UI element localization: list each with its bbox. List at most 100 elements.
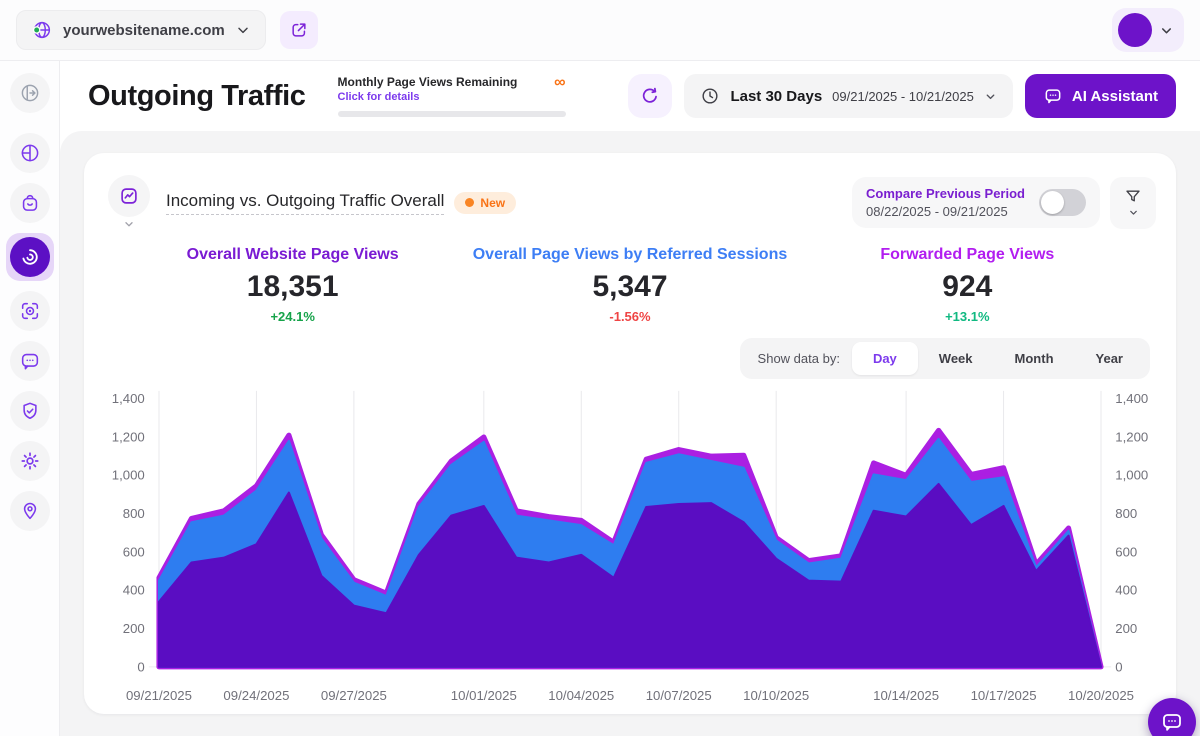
chat-bubble-icon — [19, 350, 41, 372]
svg-text:600: 600 — [123, 545, 145, 560]
website-selector[interactable]: yourwebsitename.com — [16, 10, 266, 50]
compare-label: Compare Previous Period — [866, 186, 1025, 201]
show-data-by-label: Show data by: — [757, 351, 840, 366]
stat-referred-sessions: Overall Page Views by Referred Sessions … — [472, 246, 788, 324]
svg-text:10/04/2025: 10/04/2025 — [548, 688, 614, 703]
tab-month[interactable]: Month — [1014, 351, 1054, 366]
infinity-icon: ∞ — [554, 73, 566, 91]
svg-text:09/24/2025: 09/24/2025 — [223, 688, 289, 703]
content-area: Incoming vs. Outgoing Traffic Overall Ne… — [60, 131, 1200, 736]
shield-check-icon — [19, 400, 41, 422]
compare-previous-period: Compare Previous Period 08/22/2025 - 09/… — [852, 177, 1100, 228]
chevron-down-icon — [984, 90, 997, 103]
svg-text:800: 800 — [1115, 506, 1137, 521]
sidebar-item-locations[interactable] — [9, 491, 50, 531]
svg-text:10/14/2025: 10/14/2025 — [873, 688, 939, 703]
chevron-down-icon — [235, 22, 251, 38]
new-badge: New — [454, 191, 517, 214]
globe-icon — [31, 19, 53, 41]
area-chart-svg: 0 0 200 200 400 400 600 600 800 800 1,000 1,000 1,20… — [112, 390, 1148, 703]
sidebar-item-outgoing-traffic[interactable] — [5, 233, 54, 281]
location-pin-icon — [19, 500, 41, 522]
ai-assistant-button[interactable]: AI Assistant — [1024, 74, 1176, 118]
svg-text:600: 600 — [1115, 545, 1137, 560]
gear-icon — [19, 450, 41, 472]
tab-day[interactable]: Day — [851, 342, 918, 375]
quota-label: Monthly Page Views Remaining — [337, 74, 518, 89]
compare-range: 08/22/2025 - 09/21/2025 — [866, 204, 1008, 219]
svg-text:10/01/2025: 10/01/2025 — [451, 688, 517, 703]
svg-text:10/17/2025: 10/17/2025 — [971, 688, 1037, 703]
sidebar-item-capture[interactable] — [9, 291, 50, 331]
avatar — [1118, 13, 1152, 47]
svg-text:1,000: 1,000 — [1115, 468, 1148, 483]
funnel-icon — [1123, 187, 1143, 207]
sidebar — [0, 60, 60, 736]
stats-row: Overall Website Page Views 18,351 +24.1%… — [84, 234, 1176, 324]
website-name: yourwebsitename.com — [63, 21, 225, 39]
focus-capture-icon — [19, 300, 41, 322]
tab-year[interactable]: Year — [1095, 351, 1123, 366]
quota-details-link[interactable]: Click for details — [337, 91, 420, 104]
support-chat-button[interactable] — [1148, 698, 1196, 736]
line-chart-icon — [118, 185, 140, 207]
outgoing-traffic-swirl-icon — [19, 246, 41, 268]
traffic-overview-card: Incoming vs. Outgoing Traffic Overall Ne… — [84, 153, 1176, 714]
date-range-preset: Last 30 Days — [730, 87, 823, 105]
svg-text:0: 0 — [1115, 660, 1122, 675]
svg-text:400: 400 — [123, 583, 145, 598]
svg-text:1,400: 1,400 — [112, 391, 145, 406]
refresh-button[interactable] — [628, 74, 673, 118]
toggle-knob — [1041, 191, 1064, 214]
traffic-area-chart: 0 0 200 200 400 400 600 600 800 800 1,000 1,000 1,20… — [84, 379, 1176, 714]
compare-toggle[interactable] — [1039, 189, 1086, 216]
open-website-button[interactable] — [279, 11, 318, 49]
refresh-icon — [639, 85, 661, 107]
chevron-down-icon — [1159, 23, 1174, 38]
show-data-by-control: Show data by: Day Week Month Year — [739, 338, 1150, 379]
ai-chat-icon — [1043, 86, 1063, 106]
svg-text:1,200: 1,200 — [1115, 430, 1148, 445]
topbar: yourwebsitename.com — [0, 0, 1200, 60]
svg-text:1,400: 1,400 — [1115, 391, 1148, 406]
svg-text:09/27/2025: 09/27/2025 — [321, 688, 387, 703]
pie-chart-icon — [19, 142, 41, 164]
quota-progress-bar — [337, 111, 566, 118]
svg-text:200: 200 — [123, 621, 145, 636]
svg-text:10/07/2025: 10/07/2025 — [646, 688, 712, 703]
svg-text:10/20/2025: 10/20/2025 — [1068, 688, 1134, 703]
date-range-picker[interactable]: Last 30 Days 09/21/2025 - 10/21/2025 — [684, 74, 1013, 118]
card-title[interactable]: Incoming vs. Outgoing Traffic Overall — [166, 191, 445, 215]
sidebar-item-store[interactable] — [9, 183, 50, 223]
page-title: Outgoing Traffic — [88, 79, 306, 112]
svg-text:1,200: 1,200 — [112, 430, 145, 445]
stat-overall-page-views: Overall Website Page Views 18,351 +24.1% — [186, 246, 399, 324]
svg-text:1,000: 1,000 — [112, 468, 145, 483]
chevron-down-icon — [1128, 207, 1139, 218]
external-link-icon — [289, 20, 309, 40]
widget-type-selector[interactable] — [108, 175, 150, 230]
svg-text:800: 800 — [123, 506, 145, 521]
sidebar-item-analytics[interactable] — [9, 133, 50, 173]
date-range-values: 09/21/2025 - 10/21/2025 — [832, 88, 974, 104]
tab-week[interactable]: Week — [938, 351, 973, 366]
ai-assistant-label: AI Assistant — [1071, 87, 1158, 105]
chat-bubble-icon — [1160, 710, 1184, 734]
monthly-quota-widget: Monthly Page Views Remaining Click for d… — [337, 73, 566, 118]
sidebar-item-settings[interactable] — [9, 441, 50, 481]
svg-text:09/21/2025: 09/21/2025 — [126, 688, 192, 703]
collapse-icon — [19, 82, 41, 104]
svg-text:200: 200 — [1115, 621, 1137, 636]
clock-icon — [700, 86, 720, 106]
sidebar-item-messages[interactable] — [9, 341, 50, 381]
account-menu[interactable] — [1112, 8, 1184, 52]
svg-text:10/10/2025: 10/10/2025 — [743, 688, 809, 703]
svg-text:400: 400 — [1115, 583, 1137, 598]
sidebar-item-security[interactable] — [9, 391, 50, 431]
page-header: Outgoing Traffic Monthly Page Views Rema… — [60, 61, 1200, 131]
filter-button[interactable] — [1110, 176, 1156, 229]
svg-text:0: 0 — [137, 660, 144, 675]
stat-forwarded-page-views: Forwarded Page Views 924 +13.1% — [880, 246, 1055, 324]
shopping-bag-icon — [19, 192, 41, 214]
sidebar-collapse-button[interactable] — [9, 73, 50, 113]
